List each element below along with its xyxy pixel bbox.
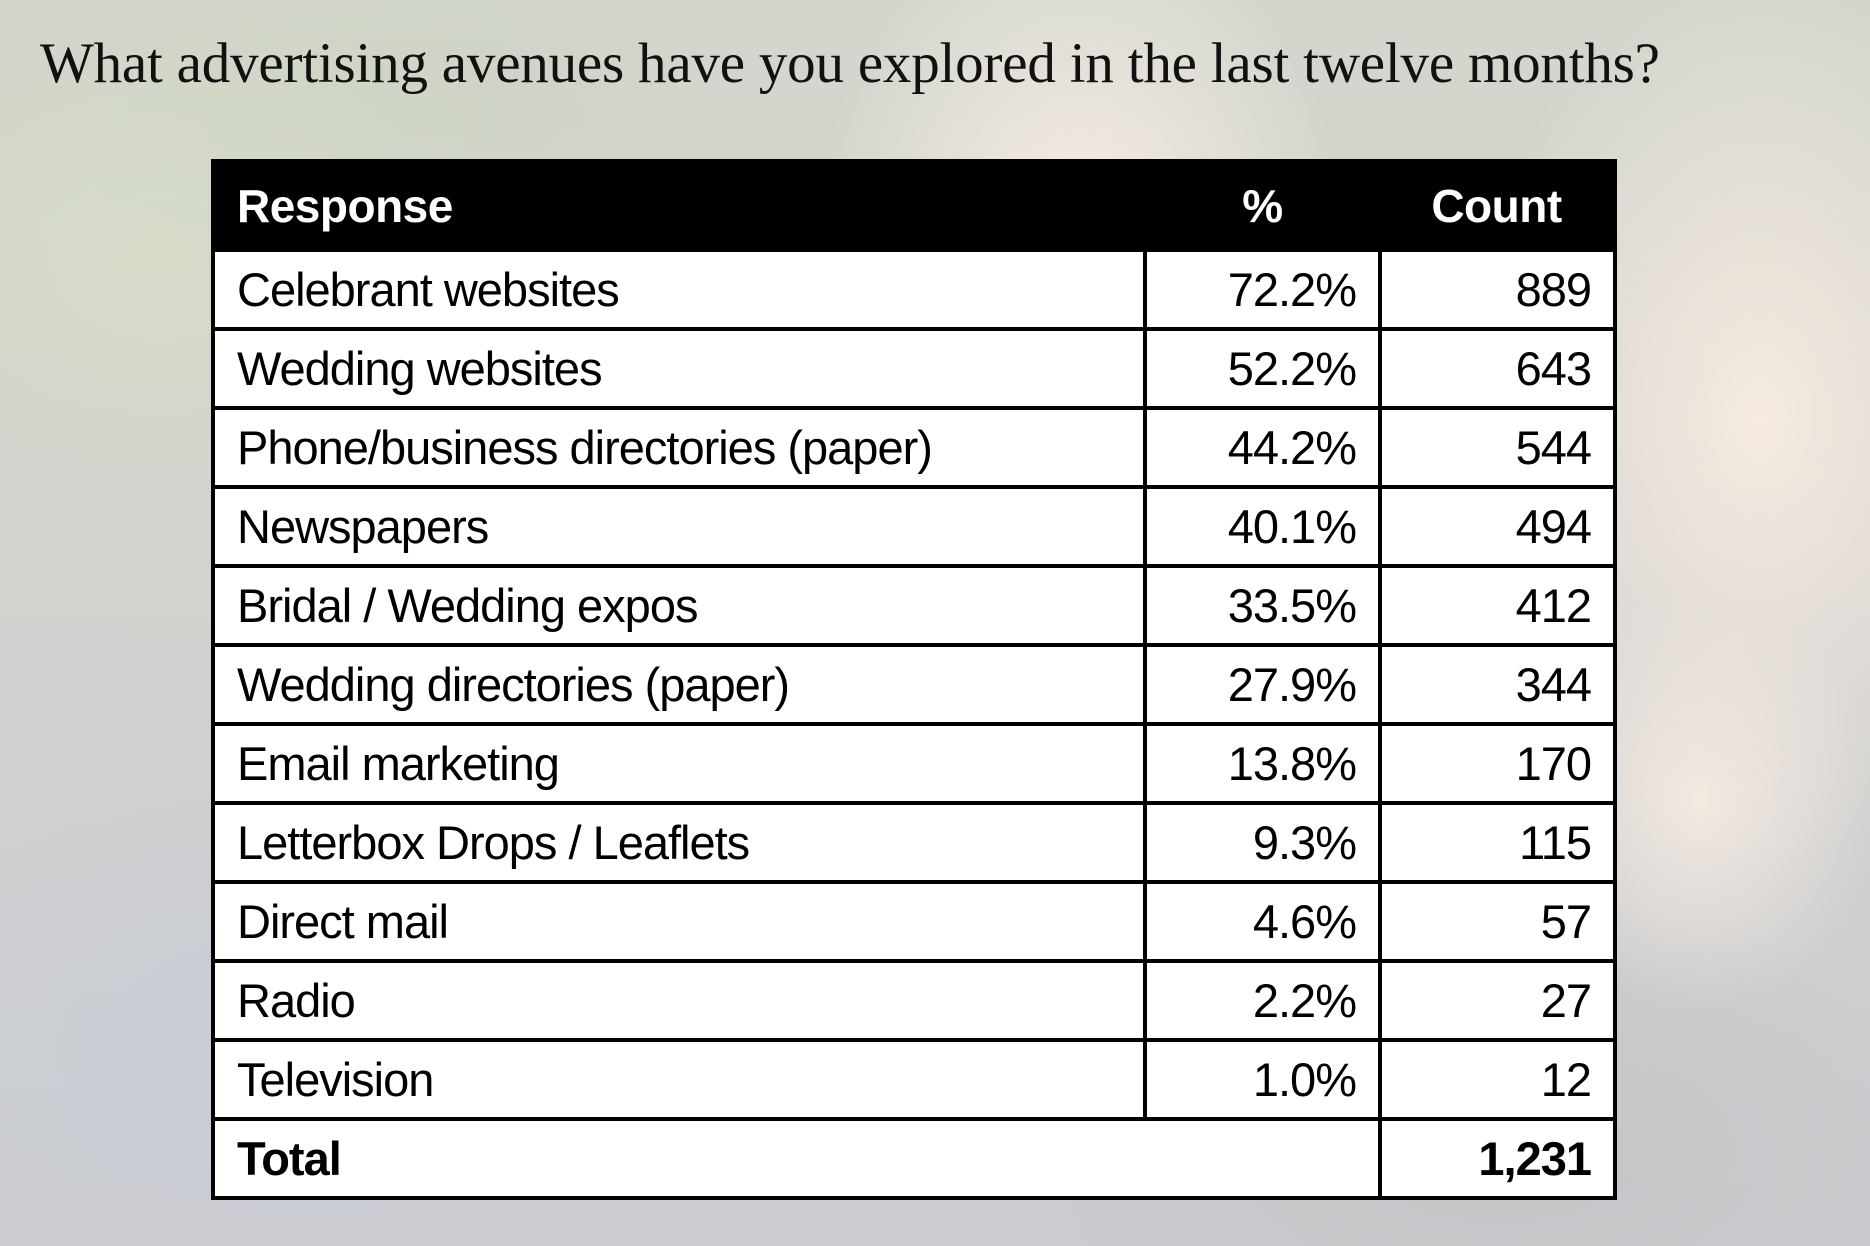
cell-percent: 40.1%: [1143, 485, 1382, 568]
table-row: Phone/business directories (paper) 44.2% 5…: [211, 406, 1617, 489]
cell-percent: 13.8%: [1143, 722, 1382, 805]
table-row: Television 1.0% 12: [211, 1038, 1617, 1121]
cell-percent: 52.2%: [1143, 327, 1382, 410]
cell-percent: 4.6%: [1143, 880, 1382, 963]
results-table: Response % Count Celebrant websites 72.2%…: [211, 159, 1617, 1200]
cell-response: Direct mail: [211, 880, 1147, 963]
cell-count: 115: [1378, 801, 1617, 884]
cell-response: Phone/business directories (paper): [211, 406, 1147, 489]
cell-count: 643: [1378, 327, 1617, 410]
cell-count: 544: [1378, 406, 1617, 489]
cell-count: 344: [1378, 643, 1617, 726]
cell-percent: 1.0%: [1143, 1038, 1382, 1121]
cell-response: Letterbox Drops / Leaflets: [211, 801, 1147, 884]
table-row: Wedding websites 52.2% 643: [211, 327, 1617, 410]
cell-count: 170: [1378, 722, 1617, 805]
page-title: What advertising avenues have you explor…: [40, 32, 1660, 95]
cell-response: Newspapers: [211, 485, 1147, 568]
header-response: Response: [213, 161, 1145, 250]
table-row: Bridal / Wedding expos 33.5% 412: [211, 564, 1617, 647]
cell-count: 27: [1378, 959, 1617, 1042]
total-row: Total 1,231: [211, 1117, 1617, 1200]
cell-response: Radio: [211, 959, 1147, 1042]
cell-count: 57: [1378, 880, 1617, 963]
table-row: Email marketing 13.8% 170: [211, 722, 1617, 805]
header-count: Count: [1380, 161, 1615, 250]
table-row: Newspapers 40.1% 494: [211, 485, 1617, 568]
cell-response: Celebrant websites: [211, 248, 1147, 331]
table-row: Letterbox Drops / Leaflets 9.3% 115: [211, 801, 1617, 884]
table-row: Wedding directories (paper) 27.9% 344: [211, 643, 1617, 726]
cell-percent: 44.2%: [1143, 406, 1382, 489]
cell-response: Bridal / Wedding expos: [211, 564, 1147, 647]
cell-count: 889: [1378, 248, 1617, 331]
table-row: Radio 2.2% 27: [211, 959, 1617, 1042]
table-row: Celebrant websites 72.2% 889: [211, 248, 1617, 331]
cell-percent: 33.5%: [1143, 564, 1382, 647]
header-percent: %: [1145, 161, 1380, 250]
cell-count: 12: [1378, 1038, 1617, 1121]
cell-percent: 27.9%: [1143, 643, 1382, 726]
table-row: Direct mail 4.6% 57: [211, 880, 1617, 963]
cell-percent: 72.2%: [1143, 248, 1382, 331]
total-count: 1,231: [1378, 1117, 1617, 1200]
cell-response: Email marketing: [211, 722, 1147, 805]
cell-response: Wedding directories (paper): [211, 643, 1147, 726]
cell-count: 412: [1378, 564, 1617, 647]
total-label: Total: [211, 1117, 1382, 1200]
cell-percent: 2.2%: [1143, 959, 1382, 1042]
cell-response: Television: [211, 1038, 1147, 1121]
cell-percent: 9.3%: [1143, 801, 1382, 884]
cell-count: 494: [1378, 485, 1617, 568]
table-header-row: Response % Count: [213, 161, 1615, 250]
cell-response: Wedding websites: [211, 327, 1147, 410]
